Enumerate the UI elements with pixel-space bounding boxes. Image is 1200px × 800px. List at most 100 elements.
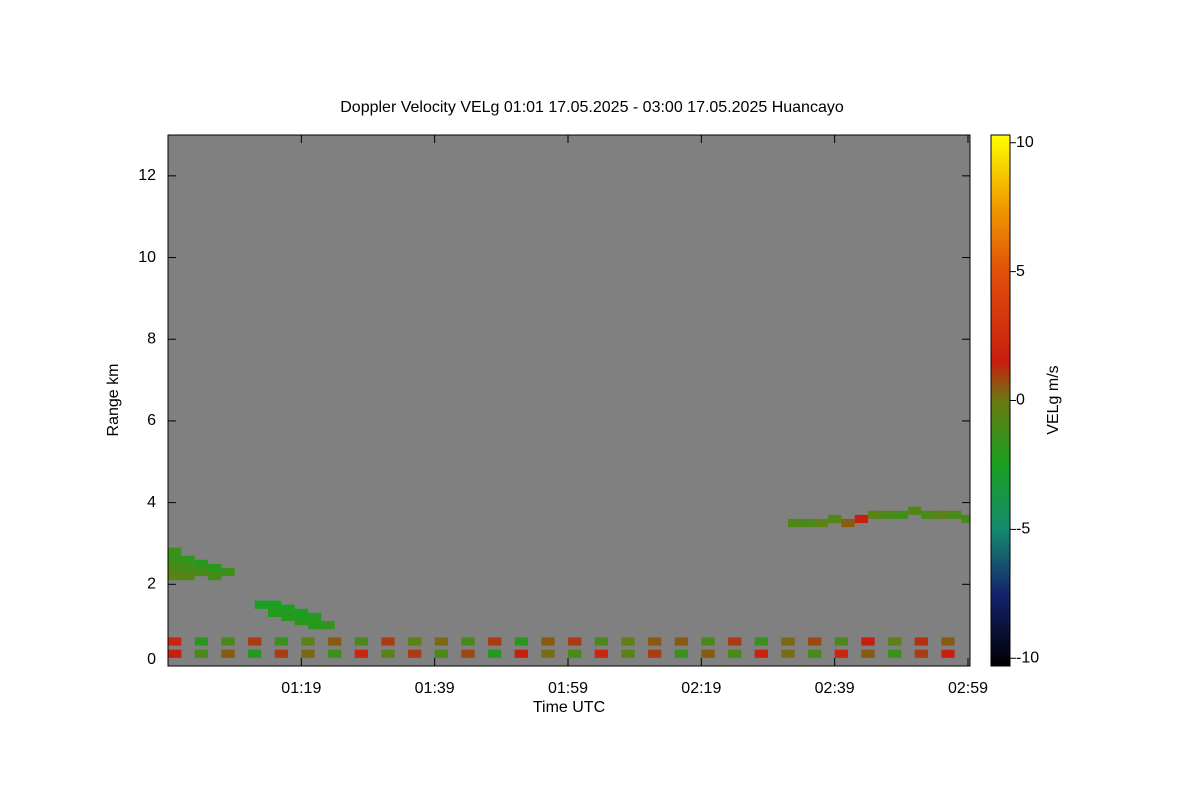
cell: [354, 637, 368, 646]
cell: [834, 649, 848, 658]
cell: [541, 637, 555, 646]
cell: [208, 563, 222, 573]
y-axis-label: Range km: [105, 364, 122, 437]
cell: [301, 649, 315, 658]
x-tick-label: 01:59: [548, 680, 588, 697]
cell: [914, 649, 928, 658]
cell: [674, 649, 688, 658]
cell: [594, 637, 608, 646]
colorbar-tick-label: 0: [1016, 392, 1025, 409]
x-tick-label: 01:39: [415, 680, 455, 697]
colorbar-label: VELg m/s: [1045, 365, 1062, 434]
cell: [834, 637, 848, 646]
y-tick-label: 12: [138, 167, 156, 184]
x-axis-label: Time UTC: [533, 699, 605, 716]
cell: [921, 510, 935, 519]
cell: [308, 612, 322, 622]
cell: [781, 649, 795, 658]
cell: [868, 510, 882, 519]
cell: [181, 563, 195, 573]
cell: [461, 649, 475, 658]
cell: [674, 637, 688, 646]
cell: [488, 637, 502, 646]
plot-frame: [167, 134, 971, 667]
cell: [168, 563, 182, 573]
cell: [248, 649, 262, 658]
chart-title: Doppler Velocity VELg 01:01 17.05.2025 -…: [340, 99, 844, 116]
cell: [861, 637, 875, 646]
cell: [294, 608, 308, 617]
colorbar: [990, 134, 1011, 667]
cell: [948, 510, 962, 519]
cell: [788, 518, 802, 528]
colorbar-tick-label: -10: [1016, 649, 1039, 666]
cell: [168, 572, 182, 581]
y-tick-label: 10: [138, 249, 156, 266]
cell: [568, 637, 582, 646]
cell: [168, 555, 182, 564]
cell: [888, 649, 902, 658]
cell: [701, 637, 715, 646]
cell: [861, 649, 875, 658]
x-tick-label: 02:19: [681, 680, 721, 697]
cell: [808, 637, 822, 646]
cell: [408, 649, 422, 658]
colorbar-tick-label: 5: [1016, 263, 1025, 280]
cell: [728, 637, 742, 646]
cell: [434, 649, 448, 658]
cell: [701, 649, 715, 658]
cell: [328, 649, 342, 658]
cell: [648, 637, 662, 646]
cell: [434, 637, 448, 646]
y-tick-label: 4: [147, 494, 156, 511]
cell: [961, 514, 970, 524]
cell: [514, 637, 528, 646]
cell: [941, 649, 955, 658]
cell: [728, 649, 742, 658]
cell: [354, 649, 368, 658]
cell: [281, 612, 295, 622]
cell: [194, 559, 208, 568]
cell: [934, 510, 948, 519]
cell: [274, 649, 288, 658]
plot-area: [168, 135, 970, 666]
cell: [828, 514, 842, 524]
cell: [908, 506, 922, 515]
cell: [621, 637, 635, 646]
cell: [461, 637, 475, 646]
x-tick-label: 02:39: [815, 680, 855, 697]
cell: [801, 518, 815, 528]
cell: [594, 649, 608, 658]
cell: [168, 547, 182, 556]
y-tick-label: 0: [147, 651, 156, 668]
cell: [881, 510, 895, 519]
cell: [808, 649, 822, 658]
cell: [488, 649, 502, 658]
cell: [181, 555, 195, 564]
cell: [381, 649, 395, 658]
cell: [221, 567, 235, 577]
cell: [381, 637, 395, 646]
cells: [168, 506, 970, 658]
cell: [308, 621, 322, 630]
cell: [754, 649, 768, 658]
cell: [194, 637, 208, 646]
cell: [221, 637, 235, 646]
cell: [568, 649, 582, 658]
cell: [841, 518, 855, 528]
cell: [888, 637, 902, 646]
cell: [321, 621, 335, 630]
cell: [894, 510, 908, 519]
cell: [274, 637, 288, 646]
cell: [194, 649, 208, 658]
cell: [781, 637, 795, 646]
cell: [514, 649, 528, 658]
cell: [268, 600, 282, 609]
cell: [281, 604, 295, 613]
cell: [648, 649, 662, 658]
cell: [208, 572, 222, 581]
cell: [301, 637, 315, 646]
cell: [854, 514, 868, 524]
cell: [221, 649, 235, 658]
